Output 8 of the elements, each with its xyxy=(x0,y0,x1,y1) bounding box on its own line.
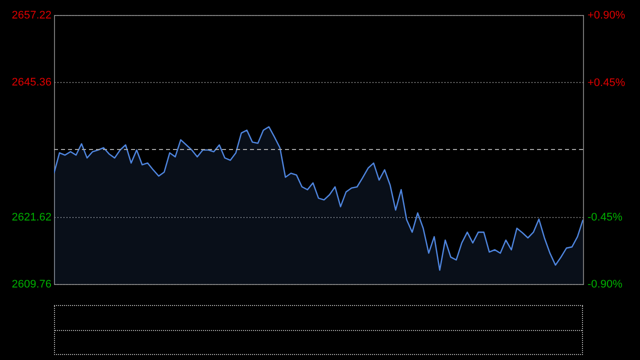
y-tick-label: 2657.22 xyxy=(12,10,52,22)
y2-tick-label: -0.90% xyxy=(588,278,623,290)
y-tick-label: 2621.62 xyxy=(12,211,52,224)
y-tick-label: 2609.76 xyxy=(12,278,52,290)
y-tick-label: 2645.36 xyxy=(12,76,52,89)
y2-tick-label: +0.45% xyxy=(588,76,626,89)
y2-tick-label: -0.45% xyxy=(588,211,623,224)
y2-tick-label: +0.90% xyxy=(588,10,626,22)
